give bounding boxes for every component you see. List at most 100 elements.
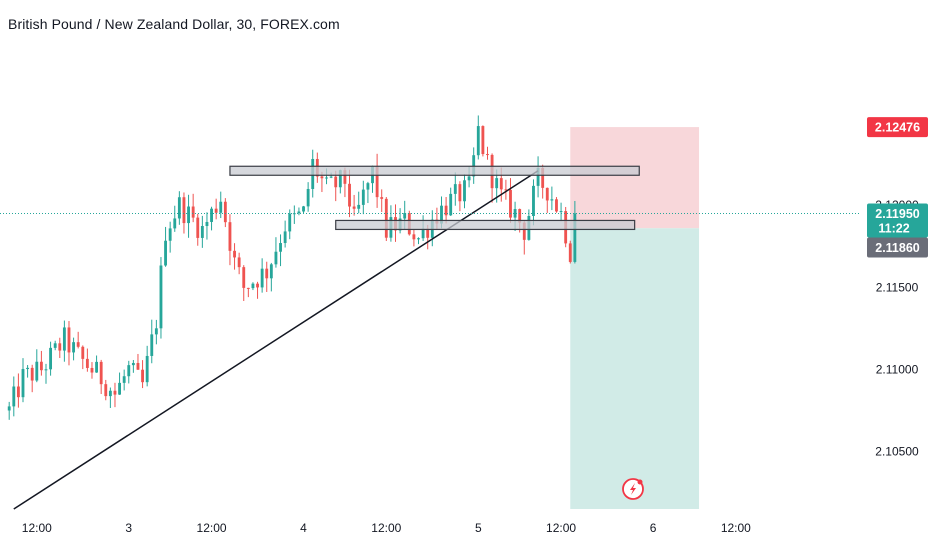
candle xyxy=(35,349,39,383)
candle-body xyxy=(550,199,554,201)
candle-body xyxy=(343,170,347,184)
candle-body xyxy=(67,327,71,353)
candle xyxy=(108,387,112,408)
candle xyxy=(472,147,476,184)
candle-body xyxy=(352,206,356,209)
candle-body xyxy=(568,243,572,262)
candle xyxy=(504,179,508,200)
candle-body xyxy=(518,209,522,223)
candle xyxy=(21,358,25,403)
candle-body xyxy=(251,283,255,289)
candle-body xyxy=(99,361,103,385)
candle-body xyxy=(449,193,453,216)
resistance-level-box[interactable] xyxy=(229,165,640,176)
candle xyxy=(53,340,57,351)
candle xyxy=(251,282,255,291)
candle-body xyxy=(288,213,292,232)
stop-loss-zone[interactable] xyxy=(570,127,700,229)
alert-badge-dot xyxy=(637,479,643,485)
candle-body xyxy=(559,211,563,213)
candle-body xyxy=(269,264,273,279)
alert-icon[interactable] xyxy=(622,478,644,500)
candle xyxy=(274,237,278,268)
candle-body xyxy=(223,201,227,223)
candle-body xyxy=(380,197,384,199)
candle-body xyxy=(191,206,195,218)
time-axis[interactable]: 12:00 3 12:00 4 12:00 5 12:00 6 12:00 xyxy=(22,521,751,535)
candle-body xyxy=(426,228,430,238)
candle-body xyxy=(417,238,420,240)
candle xyxy=(233,243,236,270)
time-tick-label: 12:00 xyxy=(197,521,227,535)
prev-close-tag-label: 2.11860 xyxy=(875,241,920,255)
candle-body xyxy=(104,384,108,397)
candle-body xyxy=(62,327,66,351)
candle-body xyxy=(237,257,241,268)
candle xyxy=(159,257,163,339)
candle xyxy=(463,174,466,209)
prev-close-tag: 2.11860 xyxy=(867,237,928,258)
candle-body xyxy=(49,347,53,370)
candle-body xyxy=(127,365,131,377)
time-tick-label: 4 xyxy=(300,521,307,535)
candle-body xyxy=(532,185,535,216)
candle-body xyxy=(453,184,457,194)
candle-body xyxy=(513,209,517,218)
candle-body xyxy=(283,231,287,244)
candle xyxy=(72,337,76,361)
candle-body xyxy=(522,222,526,240)
candle xyxy=(191,193,195,223)
candle xyxy=(62,320,66,362)
candle xyxy=(444,197,448,224)
time-tick-label: 3 xyxy=(125,521,132,535)
candle-body xyxy=(187,206,190,224)
candle xyxy=(214,198,218,220)
candle-body xyxy=(81,346,85,359)
candle xyxy=(12,376,16,417)
candle xyxy=(81,345,85,370)
stop-price-tag-label: 2.12476 xyxy=(875,121,920,135)
candle xyxy=(302,205,305,214)
candle-body xyxy=(44,369,48,371)
candle-body xyxy=(164,240,167,266)
price-tick-label: 2.10500 xyxy=(875,445,919,459)
candle xyxy=(417,237,420,245)
candle-body xyxy=(246,287,250,289)
candle-body xyxy=(536,167,540,186)
candle-body xyxy=(233,250,236,258)
candle-body xyxy=(256,283,259,288)
price-tick-label: 2.11000 xyxy=(876,362,919,376)
candle xyxy=(366,181,370,204)
candle-body xyxy=(53,343,57,348)
candle xyxy=(260,258,264,293)
candle-body xyxy=(329,176,333,178)
candle xyxy=(384,197,388,242)
candle-body xyxy=(348,183,351,207)
candle xyxy=(177,191,181,225)
take-profit-zone[interactable] xyxy=(570,228,700,509)
candle xyxy=(481,125,485,157)
time-tick-label: 12:00 xyxy=(22,521,52,535)
candle-body xyxy=(338,170,342,188)
current-price-tag-label: 2.11950 xyxy=(875,207,920,221)
candle-body xyxy=(118,382,121,395)
candle xyxy=(7,401,11,420)
candle xyxy=(476,115,480,160)
candle-body xyxy=(274,251,278,265)
candle xyxy=(288,209,292,240)
candle xyxy=(532,179,535,226)
candle-body xyxy=(145,355,149,383)
candle-body xyxy=(136,362,140,370)
candle-body xyxy=(555,199,558,212)
candle xyxy=(205,212,209,240)
candle xyxy=(509,178,512,223)
prev-close-tag-bg xyxy=(867,237,928,258)
candle-body xyxy=(509,189,512,218)
position-zones xyxy=(570,127,700,509)
candle-body xyxy=(122,376,126,383)
support-level-box[interactable] xyxy=(335,219,636,231)
chart-drawings[interactable] xyxy=(13,165,640,510)
